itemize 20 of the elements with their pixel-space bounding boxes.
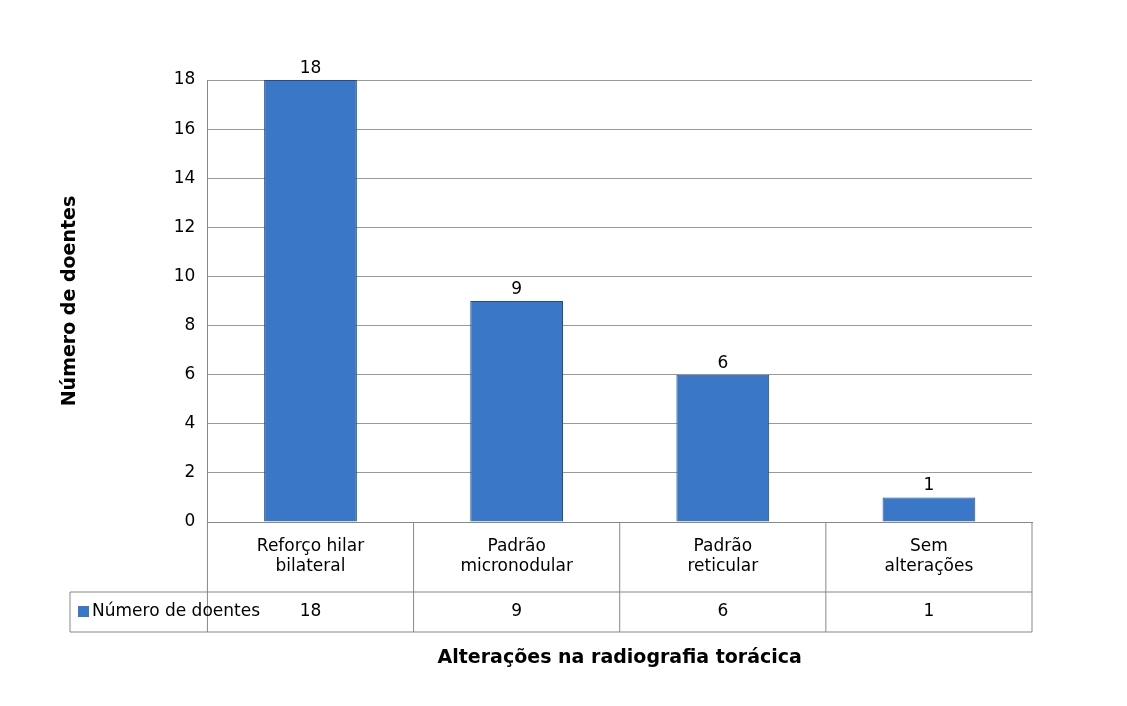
x-tick-label: Sem alterações bbox=[884, 534, 974, 576]
y-tick-label: 12 bbox=[173, 215, 196, 236]
y-tick-label: 18 bbox=[173, 68, 196, 89]
x-axis-title: Alterações na radiografia torácica bbox=[437, 644, 802, 667]
x-tick-label: Reforço hilar bilateral bbox=[256, 534, 365, 576]
y-tick-label: 8 bbox=[184, 313, 196, 334]
y-axis-title: Número de doentes bbox=[57, 195, 80, 407]
y-tick-label: 2 bbox=[184, 461, 196, 482]
y-tick-label: 10 bbox=[173, 264, 196, 285]
y-tick-label: 14 bbox=[173, 166, 196, 187]
x-tick-label: Padrão reticular bbox=[687, 534, 759, 576]
y-tick-label: 0 bbox=[184, 510, 196, 531]
data-label: 18 bbox=[299, 56, 322, 77]
x-tick-label: Padrão micronodular bbox=[460, 534, 573, 576]
data-label: 1 bbox=[923, 474, 935, 495]
y-tick-label: 16 bbox=[173, 117, 196, 138]
y-tick-label: 4 bbox=[184, 412, 196, 433]
data-label: 9 bbox=[511, 277, 523, 298]
y-tick-label: 6 bbox=[184, 363, 196, 384]
data-label: 6 bbox=[717, 351, 729, 372]
